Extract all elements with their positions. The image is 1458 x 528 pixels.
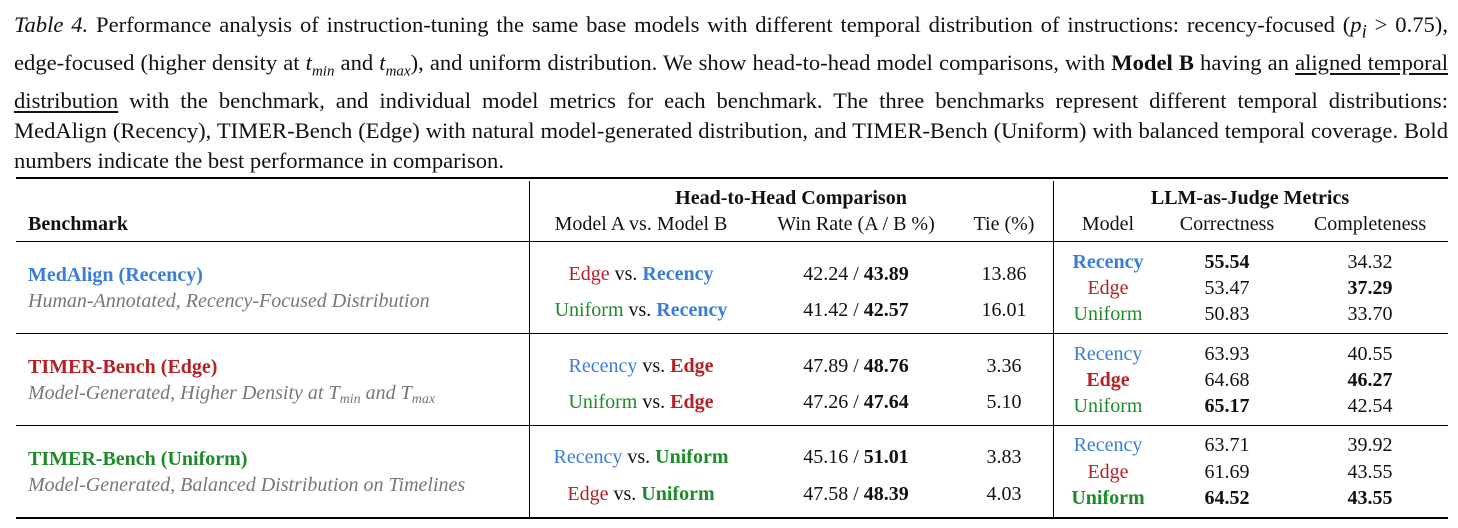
column-divider xyxy=(529,181,530,517)
metric-completeness: 34.32 xyxy=(1347,251,1393,273)
header-rule xyxy=(16,241,1448,242)
col-header-benchmark: Benchmark xyxy=(28,213,128,235)
metric-completeness: 37.29 xyxy=(1347,277,1393,299)
results-table: Head-to-Head Comparison LLM-as-Judge Met… xyxy=(16,177,1448,520)
comparison-pair: Edge vs. Recency xyxy=(568,263,714,285)
tie-value: 4.03 xyxy=(986,483,1022,505)
group-header-h2h: Head-to-Head Comparison xyxy=(675,187,907,209)
metric-correctness: 63.93 xyxy=(1204,343,1250,365)
comparison-pair: Recency vs. Uniform xyxy=(553,446,729,468)
metric-model: Uniform xyxy=(1073,395,1143,417)
metric-model: Uniform xyxy=(1071,487,1145,509)
group-header-llm: LLM-as-Judge Metrics xyxy=(1150,187,1350,209)
benchmark-subtitle: Model-Generated, Higher Density at Tmin … xyxy=(28,382,436,407)
metric-completeness: 33.70 xyxy=(1347,303,1393,325)
metric-correctness: 55.54 xyxy=(1204,251,1250,273)
col-header-completeness: Completeness xyxy=(1313,213,1427,235)
win-rate: 47.26 / 47.64 xyxy=(803,391,909,413)
metric-correctness: 64.52 xyxy=(1204,487,1250,509)
metric-correctness: 61.69 xyxy=(1204,461,1250,483)
underlined-phrase: aligned temporal distribution xyxy=(14,49,1449,114)
metric-completeness: 46.27 xyxy=(1347,369,1393,391)
metric-correctness: 50.83 xyxy=(1204,303,1250,325)
benchmark-title: TIMER-Bench (Uniform) xyxy=(28,448,248,470)
metric-completeness: 43.55 xyxy=(1347,487,1393,509)
metric-correctness: 63.71 xyxy=(1204,434,1250,456)
benchmark-subtitle: Model-Generated, Balanced Distribution o… xyxy=(28,474,466,496)
metric-model: Edge xyxy=(1087,461,1129,483)
comparison-pair: Recency vs. Edge xyxy=(568,355,714,377)
win-rate: 47.58 / 48.39 xyxy=(803,483,909,505)
metric-model: Recency xyxy=(1073,434,1143,456)
comparison-pair: Uniform vs. Edge xyxy=(568,391,714,413)
metric-model: Edge xyxy=(1087,277,1129,299)
metric-correctness: 53.47 xyxy=(1204,277,1250,299)
bottom-rule xyxy=(16,517,1448,519)
col-header-correctness: Correctness xyxy=(1179,213,1275,235)
comparison-pair: Edge vs. Uniform xyxy=(567,483,715,505)
tie-value: 5.10 xyxy=(986,391,1022,413)
metric-correctness: 64.68 xyxy=(1204,369,1250,391)
metric-correctness: 65.17 xyxy=(1204,395,1250,417)
benchmark-subtitle: Human-Annotated, Recency-Focused Distrib… xyxy=(28,290,430,312)
col-header-model-ab: Model A vs. Model B xyxy=(554,213,728,235)
tie-value: 3.83 xyxy=(986,446,1022,468)
win-rate: 47.89 / 48.76 xyxy=(803,355,909,377)
win-rate: 41.42 / 42.57 xyxy=(803,299,909,321)
metric-completeness: 40.55 xyxy=(1347,343,1393,365)
tie-value: 3.36 xyxy=(986,355,1022,377)
comparison-pair: Uniform vs. Recency xyxy=(554,299,728,321)
model-b-label: Model B xyxy=(1111,49,1194,75)
tie-value: 13.86 xyxy=(981,263,1027,285)
win-rate: 42.24 / 43.89 xyxy=(803,263,909,285)
tie-value: 16.01 xyxy=(981,299,1027,321)
win-rate: 45.16 / 51.01 xyxy=(803,446,909,468)
caption-label: Table 4. xyxy=(14,12,89,37)
metric-model: Edge xyxy=(1086,369,1130,391)
metric-completeness: 42.54 xyxy=(1347,395,1393,417)
benchmark-title: TIMER-Bench (Edge) xyxy=(28,356,218,378)
metric-model: Recency xyxy=(1072,251,1144,273)
metric-model: Uniform xyxy=(1073,303,1143,325)
metric-completeness: 43.55 xyxy=(1347,461,1393,483)
col-header-tie: Tie (%) xyxy=(973,213,1035,235)
top-rule xyxy=(16,177,1448,179)
col-header-model: Model xyxy=(1081,213,1135,235)
benchmark-title: MedAlign (Recency) xyxy=(28,264,203,286)
metric-model: Recency xyxy=(1073,343,1143,365)
section-rule xyxy=(16,425,1448,426)
column-divider xyxy=(1053,181,1054,517)
section-rule xyxy=(16,333,1448,334)
col-header-winrate: Win Rate (A / B %) xyxy=(777,213,935,235)
table-caption: Table 4. Performance analysis of instruc… xyxy=(14,12,1449,174)
metric-completeness: 39.92 xyxy=(1347,434,1393,456)
